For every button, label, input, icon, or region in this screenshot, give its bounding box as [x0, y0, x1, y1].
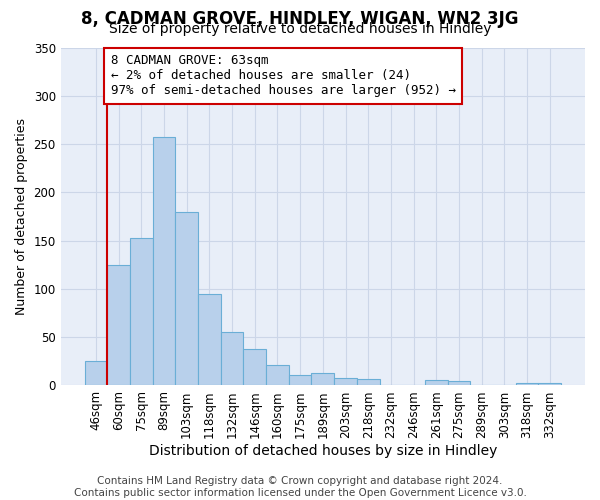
Bar: [152, 138, 175, 386]
Bar: [85, 362, 107, 386]
Text: 8 CADMAN GROVE: 63sqm
← 2% of detached houses are smaller (24)
97% of semi-detac: 8 CADMAN GROVE: 63sqm ← 2% of detached h…: [110, 54, 455, 98]
Bar: [130, 238, 152, 386]
Bar: [311, 373, 334, 386]
Bar: [221, 332, 244, 386]
Bar: [198, 294, 221, 386]
X-axis label: Distribution of detached houses by size in Hindley: Distribution of detached houses by size …: [149, 444, 497, 458]
Bar: [516, 382, 538, 386]
Bar: [334, 378, 357, 386]
Bar: [538, 382, 561, 386]
Text: 8, CADMAN GROVE, HINDLEY, WIGAN, WN2 3JG: 8, CADMAN GROVE, HINDLEY, WIGAN, WN2 3JG: [81, 10, 519, 28]
Bar: [425, 380, 448, 386]
Bar: [107, 265, 130, 386]
Bar: [244, 349, 266, 386]
Bar: [266, 365, 289, 386]
Bar: [357, 378, 380, 386]
Y-axis label: Number of detached properties: Number of detached properties: [15, 118, 28, 315]
Bar: [175, 212, 198, 386]
Bar: [448, 380, 470, 386]
Bar: [289, 375, 311, 386]
Text: Contains HM Land Registry data © Crown copyright and database right 2024.
Contai: Contains HM Land Registry data © Crown c…: [74, 476, 526, 498]
Text: Size of property relative to detached houses in Hindley: Size of property relative to detached ho…: [109, 22, 491, 36]
